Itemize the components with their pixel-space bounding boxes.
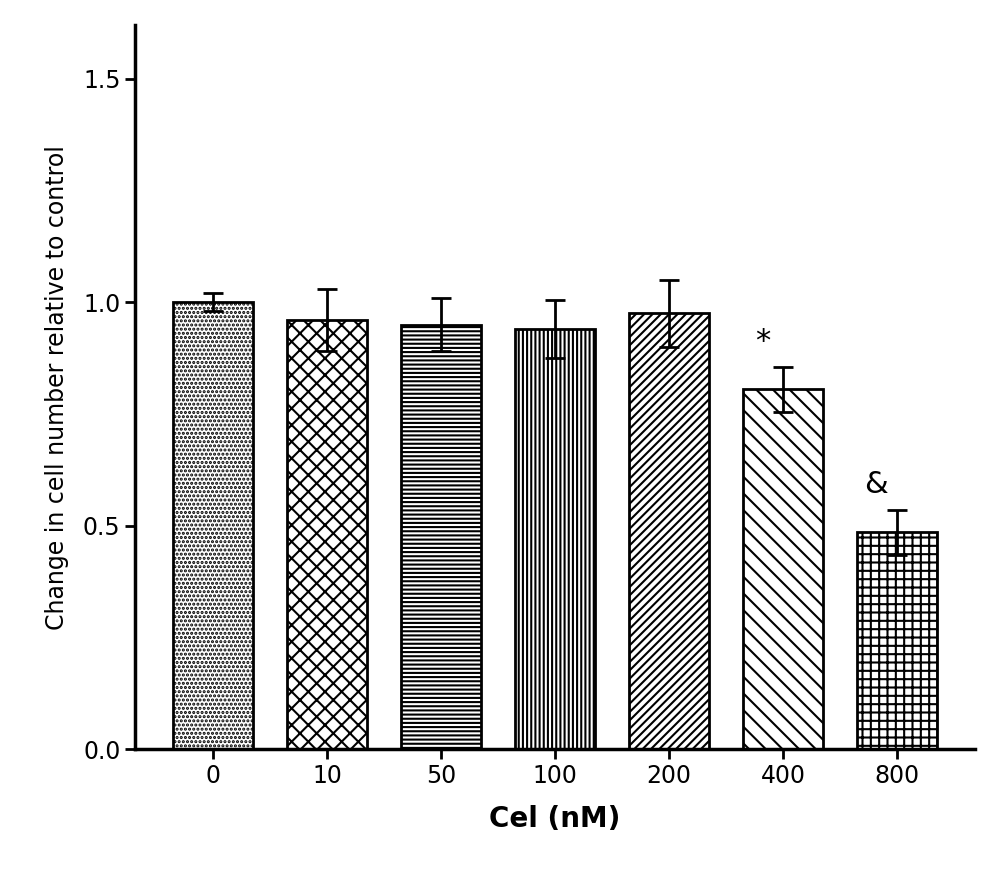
Y-axis label: Change in cell number relative to control: Change in cell number relative to contro… xyxy=(45,144,69,630)
Bar xyxy=(401,325,481,749)
Bar xyxy=(857,532,937,749)
Bar xyxy=(743,389,823,749)
Bar xyxy=(515,329,595,749)
Bar xyxy=(629,313,709,749)
Bar xyxy=(287,320,367,749)
Bar xyxy=(173,302,253,749)
Text: *: * xyxy=(755,327,770,356)
Text: &: & xyxy=(865,470,888,499)
X-axis label: Cel (nM): Cel (nM) xyxy=(489,804,621,832)
